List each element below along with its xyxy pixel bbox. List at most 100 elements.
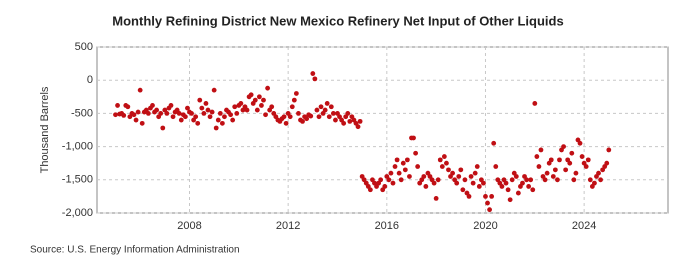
data-point [347,118,353,124]
data-point [139,120,145,126]
y-tick-label: -2,000 [62,207,93,219]
x-tick-label: 2012 [276,220,300,232]
data-point [458,167,464,173]
data-point [548,157,554,163]
data-point [509,177,515,183]
data-point [160,125,166,131]
y-tick-label: -1,500 [62,174,93,186]
y-tick-label: 500 [75,41,93,53]
y-tick-label: 0 [87,74,93,86]
data-point [228,112,234,118]
data-point [201,111,207,116]
data-point [326,114,332,120]
data-point [310,71,316,76]
data-point [195,120,201,126]
data-point [316,114,322,120]
data-point [577,140,583,146]
data-point [435,177,441,183]
data-point [121,112,127,118]
data-point [437,157,443,163]
data-point [388,170,394,176]
data-point [460,187,466,193]
data-point [470,180,476,186]
data-point [520,180,525,186]
data-point [125,104,131,110]
data-point [333,117,338,123]
data-point [481,180,486,186]
data-point [583,164,589,169]
data-point [263,112,268,118]
data-point [314,107,320,113]
data-point [423,184,429,189]
data-point [244,107,250,113]
data-point [456,174,462,179]
data-point [450,170,455,176]
data-point [113,112,118,118]
data-point [291,97,297,103]
data-point [135,109,141,115]
data-point [164,111,170,116]
data-point [604,160,610,166]
data-point [505,187,511,193]
chart-title: Monthly Refining District New Mexico Ref… [112,13,563,28]
data-point [466,194,472,199]
y-tick-label: -500 [71,107,93,119]
data-point [158,111,164,116]
data-point [550,174,556,179]
data-point [573,170,579,176]
data-point [536,164,542,169]
data-point [483,194,488,199]
data-point [439,164,445,169]
data-point [322,107,328,113]
data-point [524,177,529,183]
data-point [462,177,468,183]
data-point [312,76,318,82]
data-point [193,114,199,120]
data-point [526,184,532,189]
data-point [357,118,363,124]
data-point [287,114,293,120]
data-point [308,113,314,119]
data-point [404,157,410,163]
x-tick-label: 2016 [375,220,399,232]
data-point [145,111,151,116]
data-point [328,104,334,110]
data-point [230,117,236,123]
data-point [587,177,593,183]
data-point [131,112,137,118]
data-point [421,174,427,179]
data-point [394,157,400,163]
data-point [567,160,573,166]
data-point [304,116,310,122]
data-point [222,114,227,120]
data-point [444,160,449,166]
data-point [441,154,447,159]
data-point [571,177,577,183]
y-axis-label: Thousand Barrels [39,86,51,173]
data-point [413,150,419,156]
data-point [489,194,495,199]
data-point [324,101,330,106]
data-point [454,180,460,186]
data-point [474,164,480,169]
data-point [217,111,223,116]
data-point [592,180,597,186]
data-point [507,197,513,203]
data-point [415,164,421,169]
data-point [515,190,521,196]
data-point [485,200,490,206]
data-point [182,114,188,120]
data-point [503,180,509,186]
data-point [178,117,184,123]
data-point [281,114,287,120]
data-point [300,118,305,124]
data-point [219,120,225,126]
data-point [557,157,562,163]
data-point [269,104,275,110]
data-point [390,180,396,186]
data-point [197,97,203,103]
data-point [538,147,544,153]
data-point [491,140,497,146]
